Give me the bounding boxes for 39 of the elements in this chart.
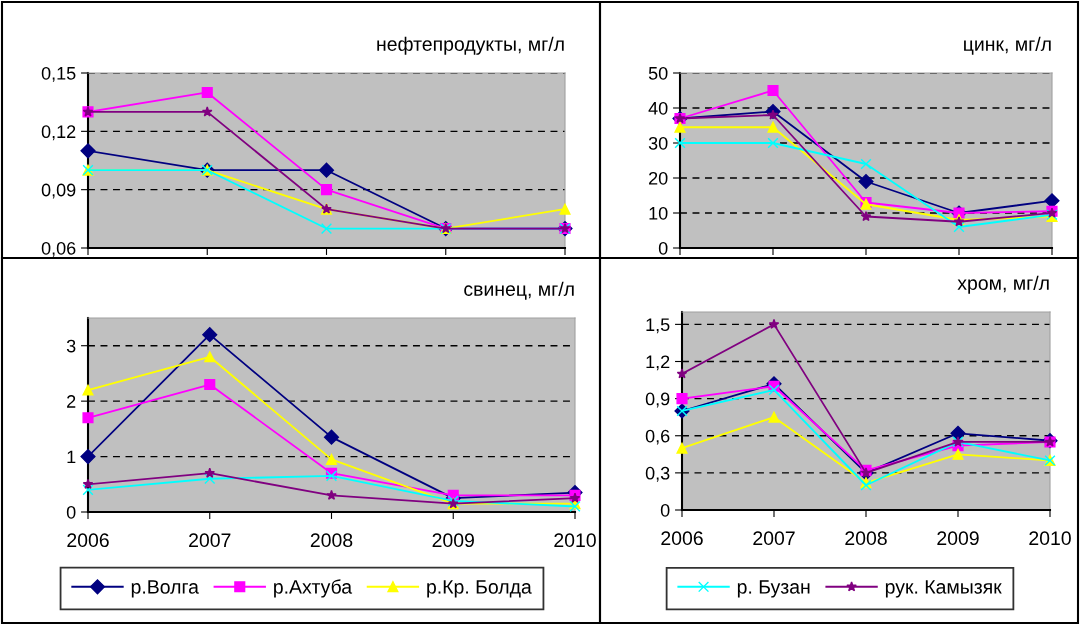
legend-label: р. Бузан — [737, 580, 810, 598]
x-tick-label: 2009 — [937, 531, 979, 546]
y-tick-label: 10 — [649, 206, 668, 220]
x-tick-label: 2006 — [661, 531, 703, 546]
y-tick-label: 0,9 — [645, 392, 670, 408]
y-tick-label: 40 — [648, 101, 668, 115]
legend-label: р.Кр. Болда — [427, 580, 532, 598]
y-tick-label: 50 — [648, 66, 668, 80]
x-tick-label: 2006 — [67, 533, 109, 548]
legend-label: р.Волга — [131, 580, 199, 598]
x-tick-label: 2010 — [554, 533, 596, 548]
x-tick-label: 2009 — [432, 533, 474, 548]
y-tick-label: 0,3 — [645, 466, 670, 482]
chart-title: хром, мг/л — [957, 275, 1049, 294]
y-tick-label: 2 — [67, 395, 76, 408]
y-tick-label: 0,09 — [41, 183, 76, 199]
y-tick-label: 0 — [658, 241, 668, 255]
y-tick-label: 1,5 — [646, 318, 670, 334]
chart-title: свинец, мг/л — [464, 281, 574, 300]
y-tick-label: 3 — [66, 339, 76, 353]
chart-title: цинк, мг/л — [964, 36, 1051, 55]
y-tick-label: 0,12 — [41, 125, 76, 141]
y-tick-label: 0 — [66, 505, 76, 519]
y-tick-label: 0 — [660, 503, 670, 517]
y-tick-label: 20 — [649, 171, 668, 185]
y-tick-label: 1,2 — [646, 355, 670, 371]
y-tick-label: 0,6 — [645, 429, 670, 445]
chart-title: нефтепродукты, мг/л — [377, 36, 564, 55]
legend-label: р.Ахтуба — [274, 579, 353, 598]
legend-label: рук. Камызяк — [885, 580, 1002, 598]
y-tick-label: 30 — [648, 136, 668, 150]
y-tick-label: 0,06 — [41, 241, 76, 257]
x-tick-label: 2010 — [1029, 531, 1071, 546]
x-tick-label: 2008 — [310, 533, 353, 548]
y-tick-label: 1 — [67, 450, 76, 464]
x-tick-label: 2007 — [753, 531, 795, 546]
x-tick-label: 2008 — [845, 531, 887, 546]
y-tick-label: 0,15 — [41, 66, 76, 82]
x-tick-label: 2007 — [189, 533, 231, 548]
